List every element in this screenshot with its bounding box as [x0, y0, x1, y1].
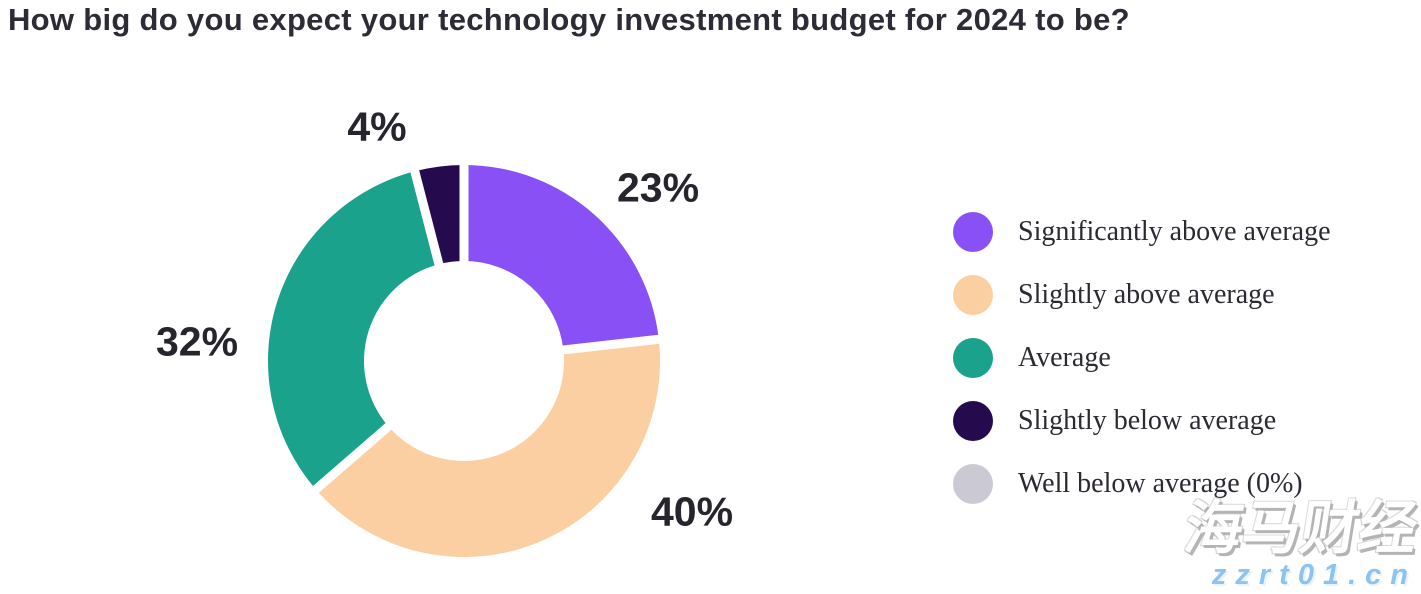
donut-slice-0: [464, 165, 659, 350]
legend-item-label: Significantly above average: [1018, 216, 1331, 247]
legend-item-slightly-below-average: Slightly below average: [953, 401, 1331, 441]
legend-item-significantly-above-average: Significantly above average: [953, 212, 1331, 252]
legend-item-average: Average: [953, 338, 1331, 378]
slice-separator: [408, 162, 446, 274]
slice-value-significantly-above-average: 23%: [616, 164, 700, 211]
legend: Significantly above average Slightly abo…: [953, 212, 1331, 504]
donut-chart: [268, 157, 668, 557]
legend-dot-icon: [953, 401, 993, 441]
donut-slice-1: [315, 339, 660, 557]
legend-dot-icon: [953, 212, 993, 252]
donut-slice-2: [268, 171, 439, 490]
slice-value-slightly-above-average: 40%: [650, 488, 734, 535]
legend-item-well-below-average: Well below average (0%): [953, 464, 1331, 504]
chart-title: How big do you expect your technology in…: [8, 2, 1130, 37]
legend-dot-icon: [953, 338, 993, 378]
watermark-brand: 海马财经: [1179, 496, 1421, 562]
legend-item-label: Average: [1018, 342, 1111, 373]
slice-value-slightly-below-average: 4%: [347, 103, 407, 150]
legend-item-label: Slightly below average: [1018, 405, 1277, 436]
legend-dot-icon: [953, 275, 993, 315]
legend-item-slightly-above-average: Slightly above average: [953, 275, 1331, 315]
watermark-url: zzrt01.cn: [1211, 559, 1417, 592]
legend-dot-icon: [953, 464, 993, 504]
donut-slice-3: [414, 165, 464, 265]
watermark: 海马财经 zzrt01.cn: [1180, 496, 1421, 592]
legend-item-label: Well below average (0%): [1018, 468, 1303, 499]
slice-separator: [306, 417, 398, 498]
slice-separator: [554, 333, 668, 356]
legend-item-label: Slightly above average: [1018, 279, 1275, 310]
slice-value-average: 32%: [155, 318, 239, 365]
